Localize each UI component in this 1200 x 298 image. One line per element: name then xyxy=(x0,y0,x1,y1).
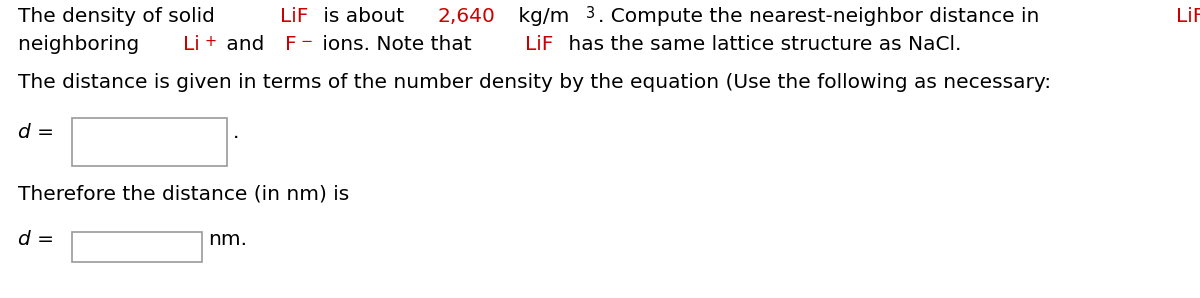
FancyBboxPatch shape xyxy=(72,232,202,262)
Text: −: − xyxy=(300,34,312,49)
Text: . Compute the nearest-neighbor distance in: . Compute the nearest-neighbor distance … xyxy=(598,7,1045,26)
Text: The distance is given in terms of the number density by the equation (Use the fo: The distance is given in terms of the nu… xyxy=(18,73,1057,92)
Text: neighboring: neighboring xyxy=(18,35,145,54)
Text: 3: 3 xyxy=(587,6,595,21)
Text: .: . xyxy=(233,123,239,142)
Text: LiF: LiF xyxy=(526,35,553,54)
Text: ions. Note that: ions. Note that xyxy=(316,35,478,54)
Text: LiF: LiF xyxy=(281,7,308,26)
Text: F: F xyxy=(286,35,298,54)
Text: is about: is about xyxy=(317,7,410,26)
Text: and: and xyxy=(220,35,271,54)
Text: kg/m: kg/m xyxy=(512,7,570,26)
Text: Therefore the distance (in nm) is: Therefore the distance (in nm) is xyxy=(18,185,349,204)
Text: nm.: nm. xyxy=(208,230,247,249)
Text: has the same lattice structure as NaCl.: has the same lattice structure as NaCl. xyxy=(562,35,961,54)
Text: The density of solid: The density of solid xyxy=(18,7,221,26)
FancyBboxPatch shape xyxy=(72,118,227,166)
Text: 2,640: 2,640 xyxy=(438,7,496,26)
Text: d =: d = xyxy=(18,230,54,249)
Text: Li: Li xyxy=(182,35,199,54)
Text: d =: d = xyxy=(18,123,54,142)
Text: LiF: LiF xyxy=(1176,7,1200,26)
Text: +: + xyxy=(204,34,216,49)
